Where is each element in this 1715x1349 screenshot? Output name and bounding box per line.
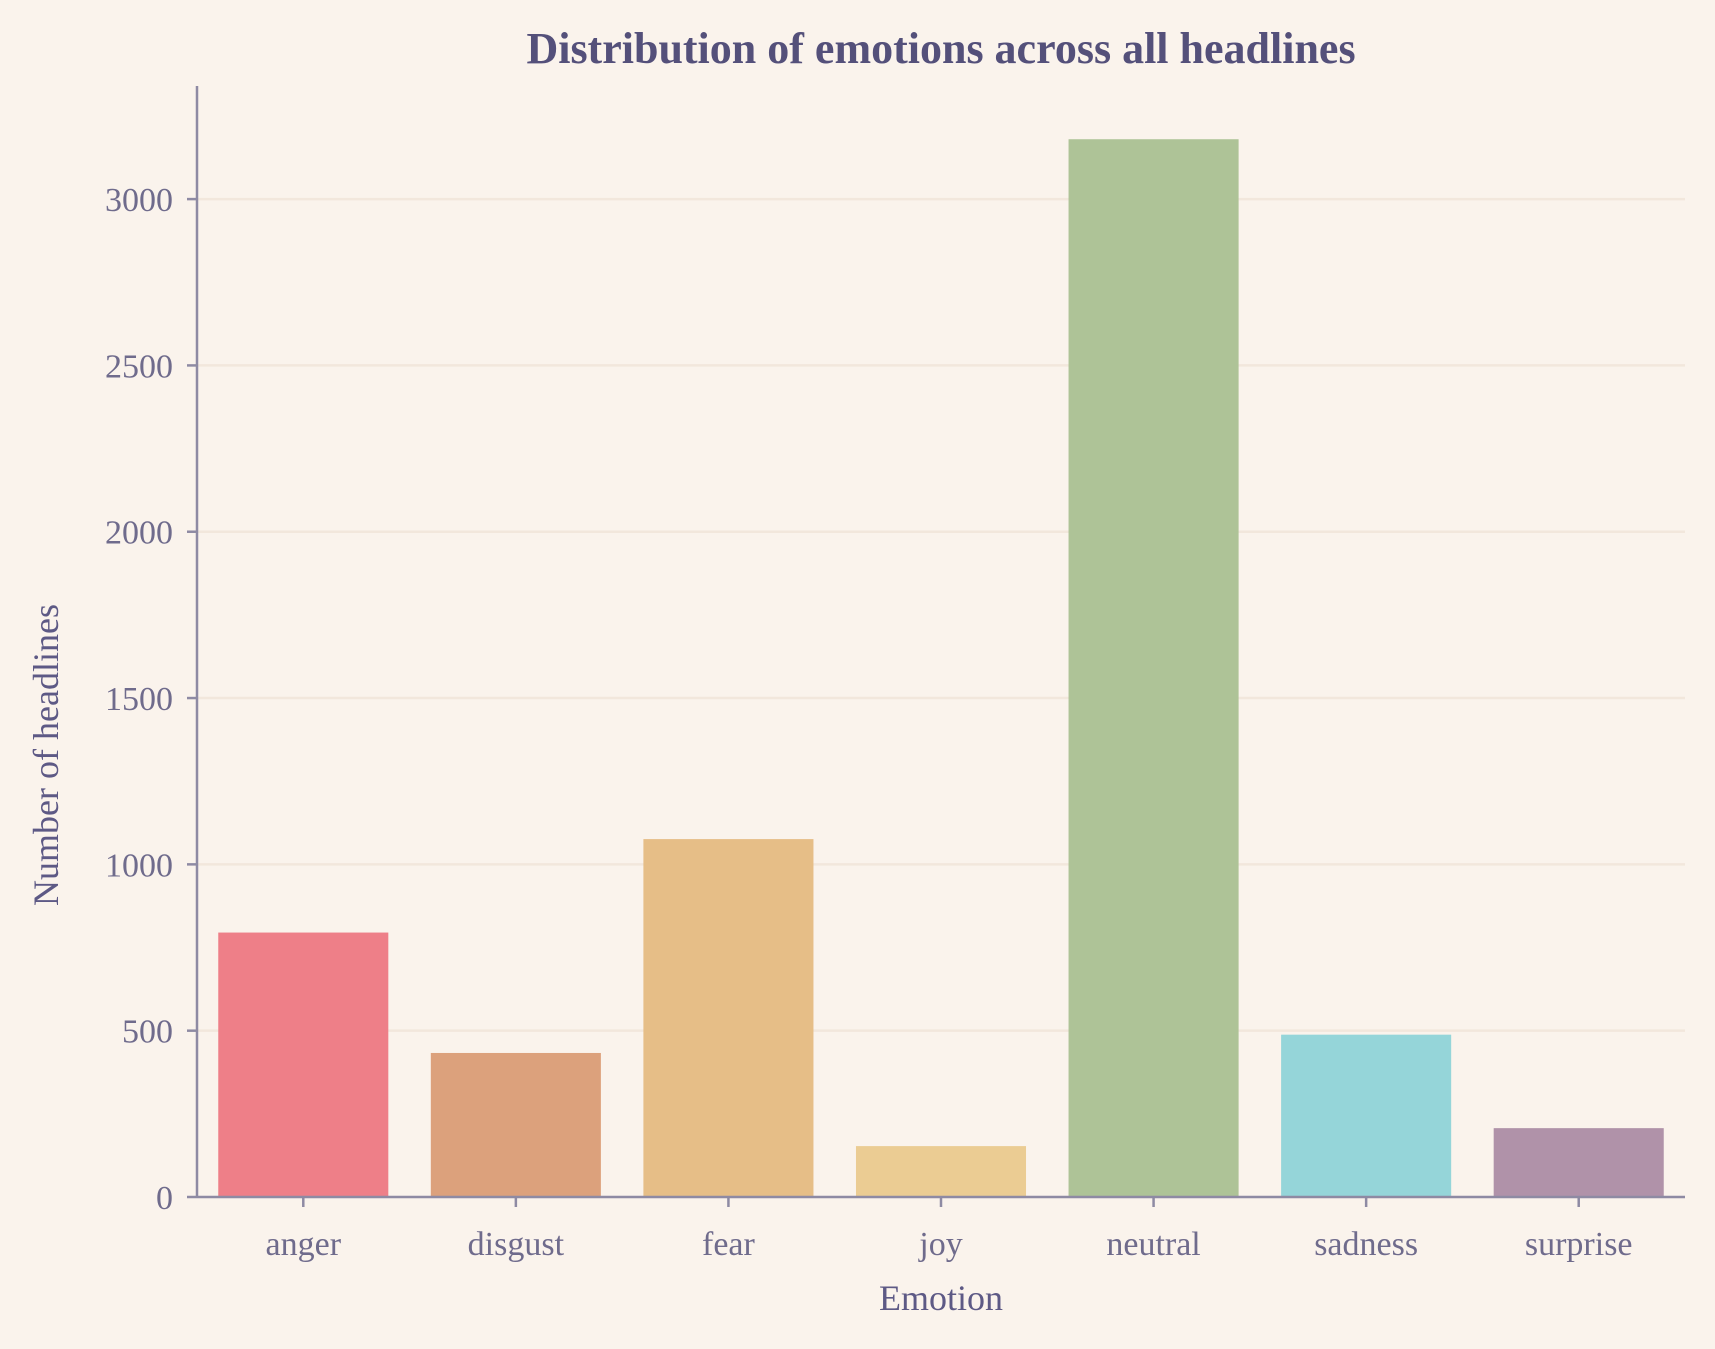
y-tick-label: 2500 <box>105 348 173 385</box>
y-tick-label: 500 <box>122 1014 173 1051</box>
x-tick-label-disgust: disgust <box>468 1226 565 1263</box>
gridlines <box>197 197 1685 1032</box>
x-ticks: anger disgust fear joy neutral sadness surpris… <box>266 1197 1633 1263</box>
y-tick-label: 3000 <box>105 182 173 219</box>
y-tick-label: 1500 <box>105 681 173 718</box>
y-tick-label: 2000 <box>105 515 173 552</box>
bar-neutral <box>1068 139 1239 1197</box>
y-ticks: 0 500 1000 1500 2000 2500 3000 <box>105 182 197 1217</box>
chart-title: Distribution of emotions across all head… <box>526 24 1355 73</box>
x-tick-label-joy: joy <box>918 1226 962 1263</box>
x-tick-label-fear: fear <box>702 1226 756 1263</box>
x-axis-label: Emotion <box>879 1278 1003 1318</box>
bar-sadness <box>1281 1034 1452 1197</box>
bar-disgust <box>430 1052 601 1197</box>
bar-fear <box>643 839 814 1197</box>
y-axis-label: Number of headlines <box>26 604 66 906</box>
bar-joy <box>855 1146 1027 1197</box>
x-tick-label-surprise: surprise <box>1525 1226 1633 1263</box>
bars <box>218 139 1664 1197</box>
x-tick-label-sadness: sadness <box>1314 1226 1418 1263</box>
y-tick-label: 0 <box>156 1180 173 1217</box>
x-tick-label-anger: anger <box>266 1226 342 1263</box>
x-tick-label-neutral: neutral <box>1106 1226 1200 1263</box>
y-tick-label: 1000 <box>105 847 173 884</box>
bar-anger <box>218 932 389 1197</box>
bar-surprise <box>1493 1128 1664 1197</box>
